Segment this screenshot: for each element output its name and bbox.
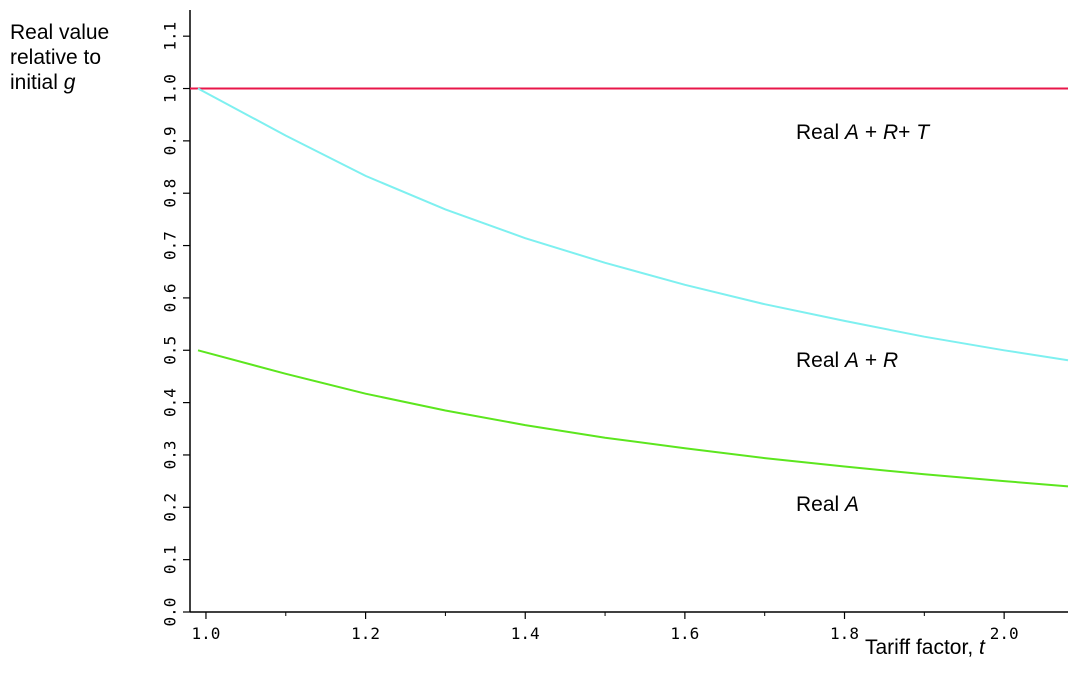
series-line-ar [197,87,1069,362]
series-line-a [197,349,1069,488]
label-part: Real [796,349,846,372]
label-symbol-a: A [845,349,860,372]
y-tick-label: 0.7 [161,231,180,260]
x-tick-label: 1.8 [830,624,859,643]
tick-labels: 0.0 0.1 0.2 0.3 0.4 0.5 0.6 0.7 0.8 0.9 1.0 1.1 1.0 1… [161,22,1019,643]
y-tick-label: 0.2 [161,493,180,522]
x-axis-label: Tariff factor, t [865,635,985,660]
y-tick-label: 0.6 [161,283,180,312]
y-axis-label: Real value relative to initial g [10,20,109,95]
y-tick-label: 0.5 [161,336,180,365]
label-symbol-a: A [845,493,860,516]
series-label-real-a-r: Real A + R [796,348,898,373]
label-symbol-r: R [882,349,899,372]
series-group [190,87,1069,488]
label-part: Real [796,121,846,144]
label-part: Real [796,493,846,516]
x-axis-label-symbol: t [979,636,985,659]
label-symbol-a: A [845,121,860,144]
y-axis-label-line-1: Real value [10,21,110,44]
x-tick-label: 1.2 [351,624,380,643]
x-axis-label-text: Tariff factor, [865,636,979,659]
x-tick-label: 2.0 [990,624,1019,643]
axes [183,10,1068,619]
x-tick-label: 1.6 [670,624,699,643]
x-tick-label: 1.0 [192,624,221,643]
y-axis-label-text: initial [10,71,64,94]
y-tick-label: 0.1 [161,545,180,574]
y-axis-label-line-3: initial g [10,70,109,95]
y-tick-label: 1.1 [161,22,180,51]
label-part: + [859,349,883,372]
label-symbol-r: R [882,121,899,144]
label-part: + [898,121,917,144]
y-tick-label: 0.9 [161,126,180,155]
y-tick-label: 0.3 [161,441,180,470]
y-tick-label: 0.4 [161,388,180,417]
label-symbol-t: T [916,121,930,144]
y-tick-label: 0.8 [161,179,180,208]
y-axis-label-symbol: g [63,71,76,94]
label-part: + [859,121,883,144]
series-label-real-a: Real A [796,492,859,517]
y-tick-label: 0.0 [161,598,180,627]
x-tick-label: 1.4 [511,624,540,643]
y-tick-label: 1.0 [161,74,180,103]
y-axis-label-line-2: relative to [10,46,102,69]
series-label-real-a-r-t: Real A + R+ T [796,120,929,145]
